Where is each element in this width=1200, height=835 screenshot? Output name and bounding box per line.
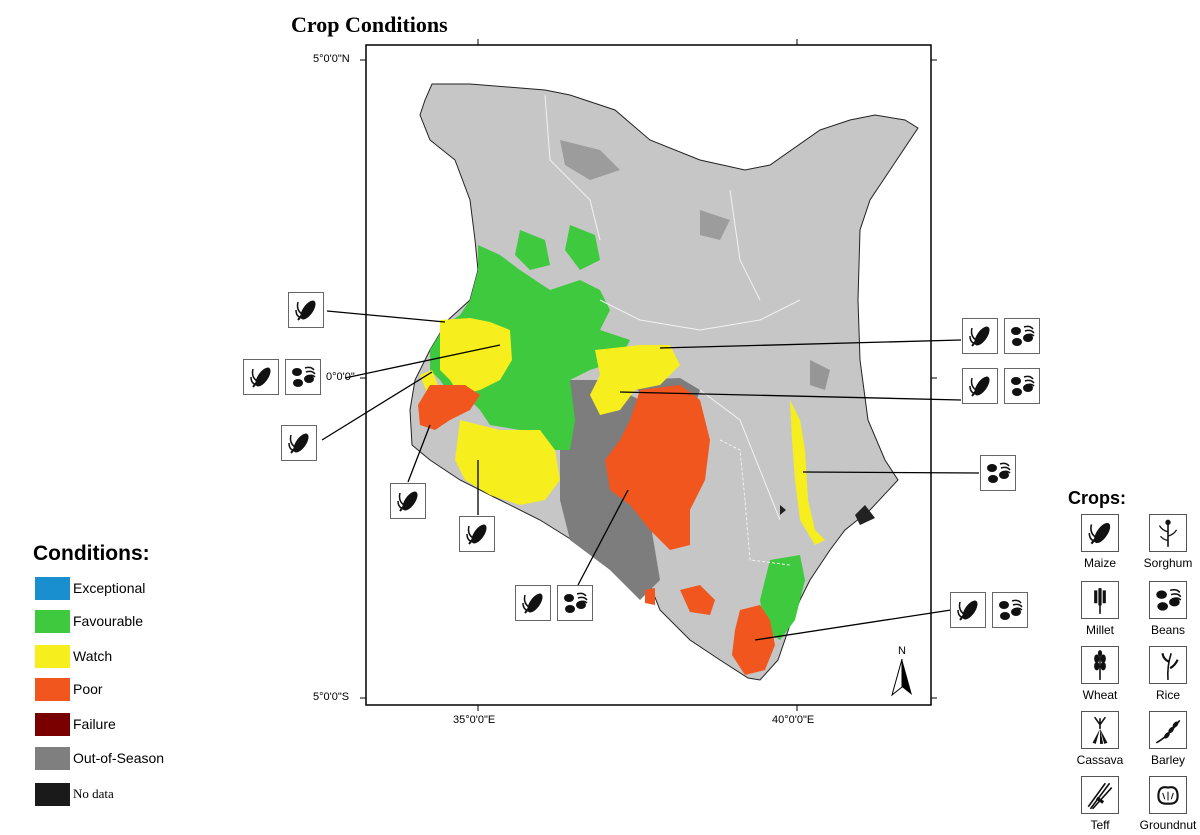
- crop-item-millet: Millet: [1070, 581, 1130, 637]
- legend-swatch: [35, 609, 70, 633]
- callout-maize-icon: [962, 318, 998, 354]
- crop-item-maize: Maize: [1070, 514, 1130, 570]
- callout-maize-icon: [288, 292, 324, 328]
- callout-beans-icon: [1004, 318, 1040, 354]
- lon-label-right: 40°0'0"E: [772, 714, 815, 726]
- legend-label: Exceptional: [73, 580, 146, 596]
- crop-label: Barley: [1150, 753, 1185, 767]
- crop-label: Beans: [1150, 623, 1186, 637]
- crop-label: Cassava: [1076, 753, 1124, 767]
- callout-maize-icon: [281, 425, 317, 461]
- crop-item-beans: Beans: [1138, 581, 1198, 637]
- conditions-legend-title: Conditions:: [33, 542, 150, 565]
- crop-item-wheat: Wheat: [1070, 646, 1130, 702]
- crop-item-teff: Teff: [1070, 776, 1130, 832]
- callout-maize-icon: [950, 592, 986, 628]
- crop-label: Groundnut: [1139, 818, 1197, 832]
- legend-label: Poor: [73, 681, 103, 697]
- legend-item-watch: Watch: [35, 644, 112, 668]
- callout-maize-icon: [515, 585, 551, 621]
- crop-label: Rice: [1155, 688, 1180, 702]
- legend-swatch: [35, 712, 70, 736]
- callout-maize-icon: [459, 516, 495, 552]
- legend-label: Watch: [73, 648, 113, 664]
- legend-item-failure: Failure: [35, 712, 116, 736]
- legend-item-out-of-season: Out-of-Season: [35, 746, 164, 770]
- lat-label-top: 5°0'0"N: [313, 53, 350, 65]
- legend-swatch: [35, 782, 70, 806]
- map-title: Crop Conditions: [291, 12, 448, 37]
- rice-icon: [1161, 653, 1179, 680]
- legend-label: No data: [73, 786, 114, 801]
- millet-icon: [1094, 588, 1106, 614]
- callout-maize-icon: [243, 359, 279, 395]
- beans-icon: [1155, 588, 1182, 612]
- lon-label-left: 35°0'0"E: [453, 714, 496, 726]
- crop-label: Wheat: [1082, 688, 1118, 702]
- callout-beans-icon: [285, 359, 321, 395]
- favourable-region: [430, 245, 630, 450]
- legend-swatch: [35, 644, 70, 668]
- groundnut-icon: [1157, 786, 1179, 805]
- crop-label: Millet: [1085, 623, 1114, 637]
- crop-label: Maize: [1083, 556, 1116, 570]
- callout-beans-icon: [1004, 368, 1040, 404]
- legend-label: Favourable: [73, 613, 144, 629]
- callout-beans-icon: [992, 592, 1028, 628]
- lat-label-bottom: 5°0'0"S: [313, 691, 350, 703]
- wheat-icon: [1094, 650, 1106, 680]
- legend-item-no-data: No data: [35, 782, 114, 806]
- legend-swatch: [35, 746, 70, 770]
- legend-label: Failure: [73, 716, 116, 732]
- crop-item-rice: Rice: [1138, 646, 1198, 702]
- maize-icon: [1088, 519, 1115, 547]
- sorghum-icon: [1158, 519, 1178, 547]
- legend-item-favourable: Favourable: [35, 609, 143, 633]
- cassava-icon: [1092, 716, 1108, 744]
- barley-icon: [1155, 719, 1181, 744]
- lat-label-mid: 0°0'0": [326, 371, 355, 383]
- north-arrow: N: [890, 645, 914, 702]
- legend-item-poor: Poor: [35, 677, 103, 701]
- legend-swatch: [35, 576, 70, 600]
- legend-label: Out-of-Season: [73, 750, 165, 766]
- watch-region: [440, 318, 512, 395]
- crop-item-sorghum: Sorghum: [1138, 514, 1198, 570]
- crop-item-barley: Barley: [1138, 711, 1198, 767]
- crop-label: Sorghum: [1143, 556, 1193, 570]
- crop-label: Teff: [1090, 818, 1110, 832]
- legend-swatch: [35, 677, 70, 701]
- callout-maize-icon: [962, 368, 998, 404]
- north-label: N: [898, 645, 906, 657]
- callout-beans-icon: [557, 585, 593, 621]
- legend-item-exceptional: Exceptional: [35, 576, 145, 600]
- teff-icon: [1087, 782, 1113, 810]
- crop-item-cassava: Cassava: [1070, 711, 1130, 767]
- crop-item-groundnut: Groundnut: [1138, 776, 1198, 832]
- callout-beans-icon: [980, 455, 1016, 491]
- callout-maize-icon: [390, 483, 426, 519]
- crops-legend-title: Crops:: [1068, 488, 1126, 508]
- poor-region: [418, 385, 480, 430]
- north-arrow-icon: [891, 658, 912, 697]
